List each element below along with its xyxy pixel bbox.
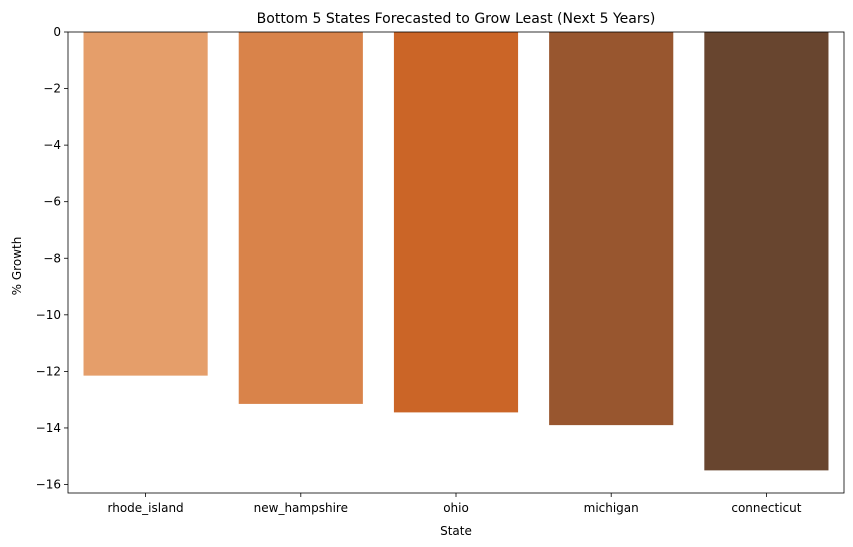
bar-new_hampshire bbox=[238, 32, 363, 404]
x-tick-label: ohio bbox=[443, 501, 469, 515]
chart-title: Bottom 5 States Forecasted to Grow Least… bbox=[257, 11, 656, 27]
bar-ohio bbox=[393, 32, 519, 413]
y-tick-label: −14 bbox=[36, 421, 61, 435]
x-tick-label: connecticut bbox=[731, 501, 801, 515]
x-axis-ticks: rhode_island new_hampshire ohio michigan con… bbox=[108, 493, 802, 515]
x-tick-label: michigan bbox=[584, 501, 639, 515]
y-tick-label: −2 bbox=[43, 82, 61, 96]
x-tick-label: rhode_island bbox=[108, 501, 184, 515]
y-axis-ticks: 0 −2 −4 −6 −8 −10 −12 −14 −16 bbox=[36, 25, 68, 492]
x-tick-label: new_hampshire bbox=[254, 501, 348, 515]
bar-michigan bbox=[549, 32, 674, 426]
y-tick-label: −8 bbox=[43, 251, 61, 265]
y-tick-label: −4 bbox=[43, 138, 61, 152]
y-tick-label: −6 bbox=[43, 195, 61, 209]
y-tick-label: −10 bbox=[36, 308, 61, 322]
y-tick-label: −16 bbox=[36, 478, 61, 492]
y-tick-label: 0 bbox=[53, 25, 61, 39]
bars-group bbox=[83, 32, 829, 471]
bar-connecticut bbox=[704, 32, 829, 471]
bar-rhode_island bbox=[83, 32, 208, 376]
x-axis-label: State bbox=[440, 524, 472, 538]
y-tick-label: −12 bbox=[36, 364, 61, 378]
y-axis-label: % Growth bbox=[10, 237, 24, 296]
plot-area-frame bbox=[67, 31, 845, 494]
